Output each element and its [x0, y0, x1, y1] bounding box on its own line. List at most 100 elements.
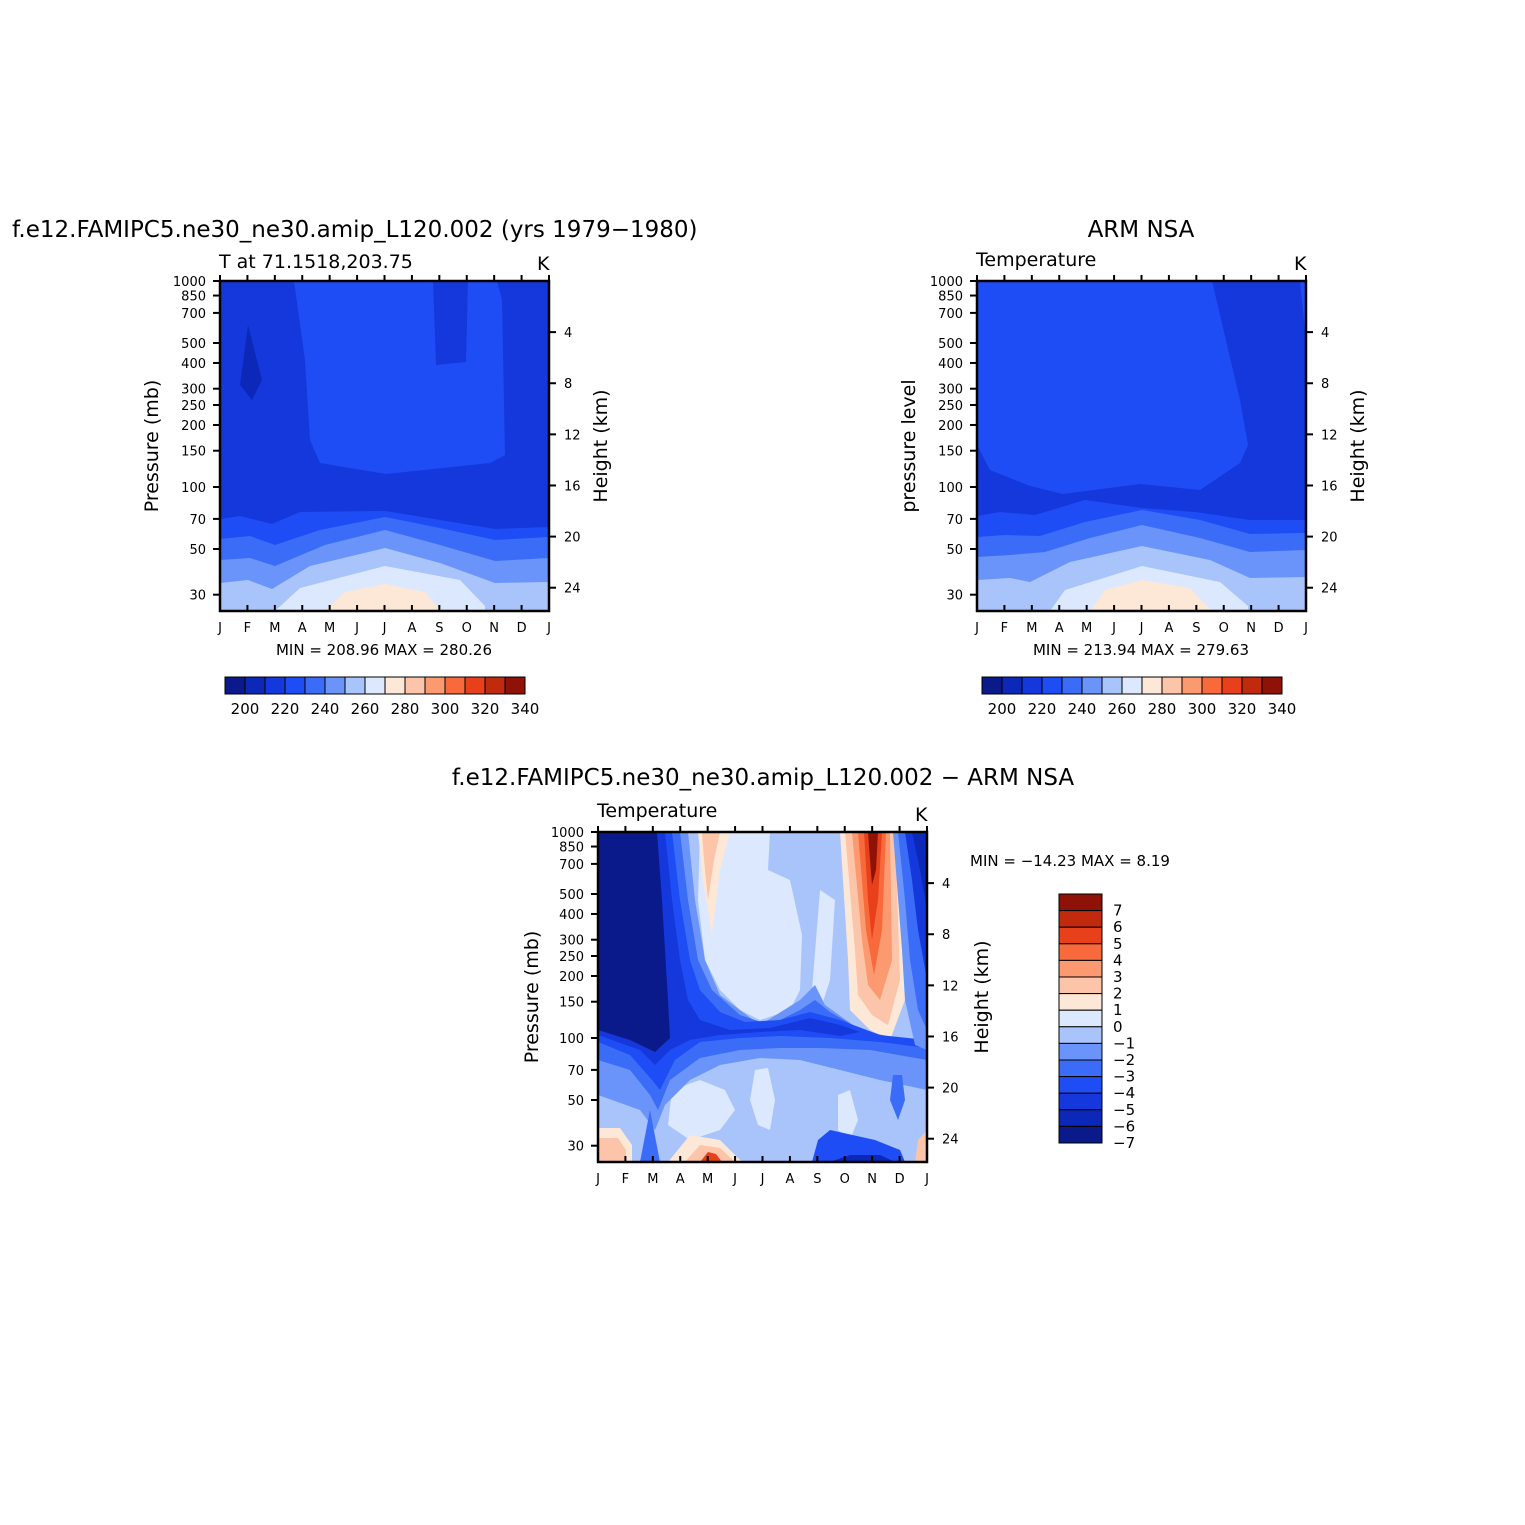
x-tick-label: F: [622, 1172, 629, 1187]
colorbar-box: [1081, 676, 1103, 695]
colorbar-box: [384, 676, 406, 695]
field-band-upper: [977, 281, 1248, 494]
colorbar-label: 200: [231, 700, 260, 718]
x-tick-label: N: [1246, 621, 1256, 636]
colorbar-box: [1058, 893, 1103, 912]
panel-diff-stats: MIN = −14.23 MAX = 8.19: [970, 852, 1170, 870]
y-tick-label: 1000: [173, 275, 206, 290]
y-tick-label: 300: [938, 383, 963, 398]
x-tick-label: J: [1303, 621, 1308, 636]
colorbar-box: [244, 676, 266, 695]
y2-tick-label: 4: [564, 326, 572, 341]
colorbar-box: [1221, 676, 1243, 695]
x-tick-label: F: [1001, 621, 1008, 636]
x-tick-label: S: [1192, 621, 1200, 636]
panel-diff-units: K: [915, 804, 928, 826]
colorbar-box: [444, 676, 466, 695]
colorbar-label: −2: [1113, 1051, 1135, 1069]
y-tick-label: 250: [938, 399, 963, 414]
colorbar-box: [284, 676, 306, 695]
colorbar-box: [1141, 676, 1163, 695]
colorbar-box: [404, 676, 426, 695]
colorbar-box: [1061, 676, 1083, 695]
y2-tick-label: 12: [1321, 428, 1338, 443]
colorbar-label: 220: [271, 700, 300, 718]
colorbar-box: [1001, 676, 1023, 695]
x-tick-label: A: [1055, 621, 1064, 636]
y2-tick-label: 4: [1321, 326, 1329, 341]
x-tick-label: J: [595, 1172, 600, 1187]
field-band-cool-7: [598, 832, 670, 1052]
colorbar-box: [1201, 676, 1223, 695]
colorbar-label: −5: [1113, 1101, 1135, 1119]
x-tick-label: M: [647, 1172, 658, 1187]
colorbar-box: [264, 676, 286, 695]
x-tick-label: D: [1274, 621, 1284, 636]
x-tick-label: J: [760, 1172, 765, 1187]
x-tick-label: S: [435, 621, 443, 636]
y-tick-label: 200: [181, 419, 206, 434]
panel-obs-stats: MIN = 213.94 MAX = 279.63: [1033, 641, 1249, 659]
y-tick-label: 30: [189, 589, 206, 604]
panel-obs-ylabel: pressure level: [898, 379, 920, 512]
colorbar-label: 300: [431, 700, 460, 718]
field-band-warm-bottom-mid-3: [700, 1152, 722, 1162]
panel-obs-field: [977, 281, 1306, 611]
x-tick-label: S: [813, 1172, 821, 1187]
field-band-warm-bottom-left-2: [598, 1138, 626, 1162]
field-band-bottom-strip-2: [830, 1155, 895, 1162]
x-tick-label: F: [244, 621, 251, 636]
panel-model-title: f.e12.FAMIPC5.ne30_ne30.amip_L120.002 (y…: [12, 217, 698, 243]
x-tick-label: A: [785, 1172, 794, 1187]
field-band-light-lower-b: [750, 1068, 775, 1130]
colorbar-label: 260: [1108, 700, 1137, 718]
colorbar-box: [464, 676, 486, 695]
colorbar-box: [1161, 676, 1183, 695]
colorbar-box: [1121, 676, 1143, 695]
colorbar-box: [1058, 1125, 1103, 1144]
y-tick-label: 1000: [930, 275, 963, 290]
field-band-l6: [1090, 580, 1212, 611]
colorbar-label: 260: [351, 700, 380, 718]
colorbar-box: [1058, 959, 1103, 978]
y-tick-label: 30: [567, 1140, 584, 1155]
colorbar-label: 300: [1188, 700, 1217, 718]
field-band-bottom-mid-cool: [640, 1110, 660, 1162]
y-tick-label: 400: [181, 357, 206, 372]
y-tick-label: 150: [181, 445, 206, 460]
x-tick-label: J: [354, 621, 359, 636]
y-tick-label: 850: [559, 841, 584, 856]
x-tick-label: J: [546, 621, 551, 636]
x-tick-label: J: [217, 621, 222, 636]
y-tick-label: 100: [938, 481, 963, 496]
x-tick-label: J: [974, 621, 979, 636]
y2-tick-label: 4: [942, 877, 950, 892]
x-tick-label: O: [462, 621, 472, 636]
panel-diff: f.e12.FAMIPC5.ne30_ne30.amip_L120.002 − …: [452, 765, 1170, 1187]
field-band-warm-right-5: [864, 832, 882, 940]
y2-tick-label: 24: [942, 1133, 959, 1148]
colorbar-box: [304, 676, 326, 695]
colorbar-label: −3: [1113, 1068, 1135, 1086]
colorbar-label: 6: [1113, 918, 1123, 936]
y2-tick-label: 8: [942, 928, 950, 943]
x-tick-label: M: [1081, 621, 1092, 636]
y-tick-label: 70: [567, 1064, 584, 1079]
y2-tick-label: 24: [1321, 582, 1338, 597]
colorbar-box: [1058, 1076, 1103, 1094]
y-tick-label: 50: [946, 543, 963, 558]
field-band-l6: [325, 584, 440, 611]
x-tick-label: O: [840, 1172, 850, 1187]
y-tick-label: 50: [567, 1094, 584, 1109]
colorbar-label: 3: [1113, 968, 1123, 986]
colorbar-label: 320: [1228, 700, 1257, 718]
y-tick-label: 400: [938, 357, 963, 372]
colorbar-label: 1: [1113, 1001, 1123, 1019]
y-tick-label: 150: [938, 445, 963, 460]
y2-tick-label: 8: [1321, 377, 1329, 392]
y-tick-label: 400: [559, 908, 584, 923]
colorbar-box: [1021, 676, 1043, 695]
